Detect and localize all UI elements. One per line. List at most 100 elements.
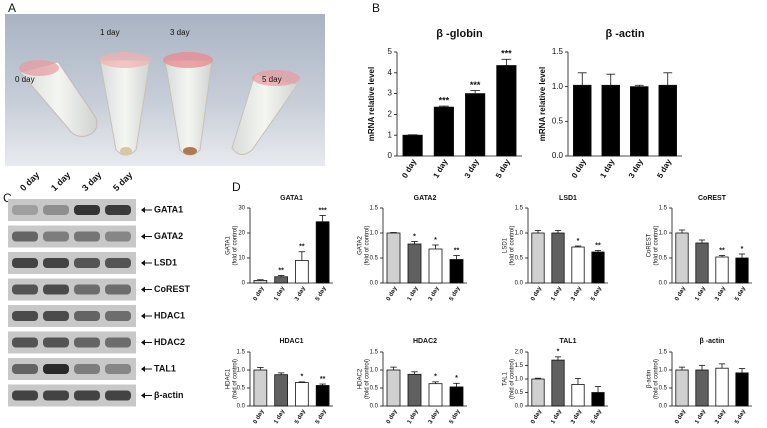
protein-label: HDAC1 bbox=[154, 310, 185, 320]
arrow-head bbox=[141, 233, 145, 240]
y-tick-label: 1.5 bbox=[370, 206, 379, 212]
y-tick-label: 20 bbox=[238, 231, 245, 237]
photo: 0 day 1 day 3 day 5 day bbox=[5, 14, 325, 166]
y-axis-label: TAL1 bbox=[503, 371, 509, 386]
tube-cap bbox=[99, 52, 151, 68]
x-tick-label: 1 day bbox=[407, 408, 420, 425]
significance: *** bbox=[501, 49, 512, 59]
x-tick-label: 1 day bbox=[598, 157, 616, 180]
x-tick-label: 1 day bbox=[273, 285, 286, 302]
bar bbox=[386, 232, 401, 284]
arrow-head bbox=[141, 286, 145, 293]
y-tick-label: 0 bbox=[242, 281, 246, 287]
x-tick-label: 0 day bbox=[386, 408, 399, 425]
x-tick-label: 5 day bbox=[590, 285, 603, 302]
x-tick-label: 1 day bbox=[694, 285, 707, 302]
x-tick-label: 1 day bbox=[431, 157, 449, 180]
y-tick-label: 2 bbox=[388, 110, 393, 119]
y-tick-label: 0.0 bbox=[515, 281, 524, 287]
x-tick-label: 5 day bbox=[294, 408, 307, 425]
western-blot: 0 day 1 day 3 day 5 day GATA1 GATA2 LSD1 CoREST… bbox=[8, 170, 191, 407]
bar bbox=[715, 367, 729, 407]
bar bbox=[658, 84, 677, 157]
band bbox=[12, 231, 38, 242]
tube bbox=[231, 73, 299, 155]
y-tick-label: 30 bbox=[238, 206, 245, 212]
x-tick-label: 5 day bbox=[655, 157, 673, 180]
y-tick-label: 0.0 bbox=[370, 404, 379, 410]
bar bbox=[591, 392, 605, 407]
x-tick-label: 3 day bbox=[294, 285, 307, 302]
y-axis-label: (fold of control) bbox=[510, 359, 516, 399]
band bbox=[12, 364, 38, 374]
x-tick-label: 0 day bbox=[674, 285, 687, 302]
bar bbox=[428, 248, 443, 284]
bar bbox=[433, 106, 454, 157]
significance: *** bbox=[319, 207, 327, 214]
y-axis-label: (fold of control) bbox=[365, 225, 371, 265]
panel-letter: D bbox=[232, 180, 241, 194]
bar bbox=[295, 260, 309, 284]
y-tick-label: 10 bbox=[238, 256, 245, 262]
band bbox=[12, 284, 38, 295]
chart-title: HDAC1 bbox=[279, 338, 303, 345]
significance: * bbox=[434, 374, 437, 381]
bar bbox=[274, 374, 288, 407]
chart-title: TAL1 bbox=[560, 338, 577, 345]
y-axis-label: (fold of control) bbox=[654, 225, 660, 265]
significance: ** bbox=[454, 247, 460, 254]
y-axis-label: HDAC1 bbox=[226, 368, 232, 389]
y-tick-label: 1.0 bbox=[659, 368, 668, 374]
y-axis-label: (fold of control) bbox=[233, 225, 239, 265]
y-axis-label: GATA2 bbox=[358, 235, 364, 254]
significance: * bbox=[557, 349, 560, 356]
blot-strip bbox=[8, 305, 136, 327]
bar bbox=[571, 246, 585, 284]
significance: *** bbox=[439, 95, 450, 105]
arrow-head bbox=[141, 366, 145, 372]
y-tick-label: 1.0 bbox=[552, 82, 564, 91]
band bbox=[43, 258, 69, 268]
y-tick-label: 1.5 bbox=[515, 206, 524, 212]
y-tick-label: 1.0 bbox=[370, 231, 379, 237]
band bbox=[43, 364, 69, 374]
chart-title: GATA1 bbox=[280, 195, 303, 202]
x-tick-label: 3 day bbox=[428, 285, 441, 302]
bar bbox=[571, 383, 585, 407]
bar bbox=[407, 373, 422, 407]
x-tick-label: 5 day bbox=[315, 285, 328, 302]
bar bbox=[407, 243, 422, 284]
significance: ** bbox=[719, 247, 725, 254]
y-tick-label: 1.5 bbox=[515, 363, 524, 369]
y-tick-label: 1.0 bbox=[515, 231, 524, 237]
bar bbox=[428, 383, 443, 407]
chart-title: β -actin bbox=[700, 338, 725, 345]
y-axis-label: (fold of control) bbox=[365, 359, 371, 399]
bar bbox=[675, 232, 689, 284]
x-tick-label: 3 day bbox=[428, 408, 441, 425]
x-tick-label: 5 day bbox=[449, 285, 462, 302]
y-tick-label: 1.0 bbox=[237, 368, 246, 374]
bar bbox=[274, 276, 288, 284]
band bbox=[105, 231, 131, 242]
x-tick-label: 1 day bbox=[550, 285, 563, 302]
y-tick-label: 0.0 bbox=[370, 281, 379, 287]
lane-label: 0 day bbox=[18, 170, 41, 193]
y-tick-label: 0.0 bbox=[237, 404, 246, 410]
x-tick-label: 5 day bbox=[734, 285, 747, 302]
bar bbox=[601, 84, 620, 157]
tube-cap bbox=[163, 52, 213, 68]
y-axis-label: (fold of control) bbox=[510, 225, 516, 265]
tube bbox=[19, 61, 98, 137]
protein-label: GATA1 bbox=[154, 204, 183, 214]
y-tick-label: 4 bbox=[388, 68, 393, 77]
x-tick-label: 0 day bbox=[570, 157, 588, 180]
x-tick-label: 1 day bbox=[273, 408, 286, 425]
band bbox=[105, 337, 131, 348]
x-tick-label: 0 day bbox=[386, 285, 399, 302]
bar bbox=[630, 86, 649, 157]
x-tick-label: 5 day bbox=[315, 408, 328, 425]
panel-letter: C bbox=[3, 191, 12, 205]
band bbox=[12, 205, 38, 215]
y-tick-label: 0.0 bbox=[659, 281, 668, 287]
